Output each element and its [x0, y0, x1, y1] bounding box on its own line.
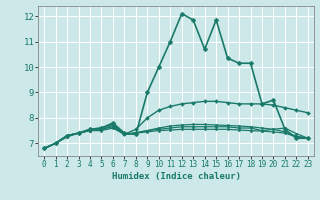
X-axis label: Humidex (Indice chaleur): Humidex (Indice chaleur): [111, 172, 241, 181]
